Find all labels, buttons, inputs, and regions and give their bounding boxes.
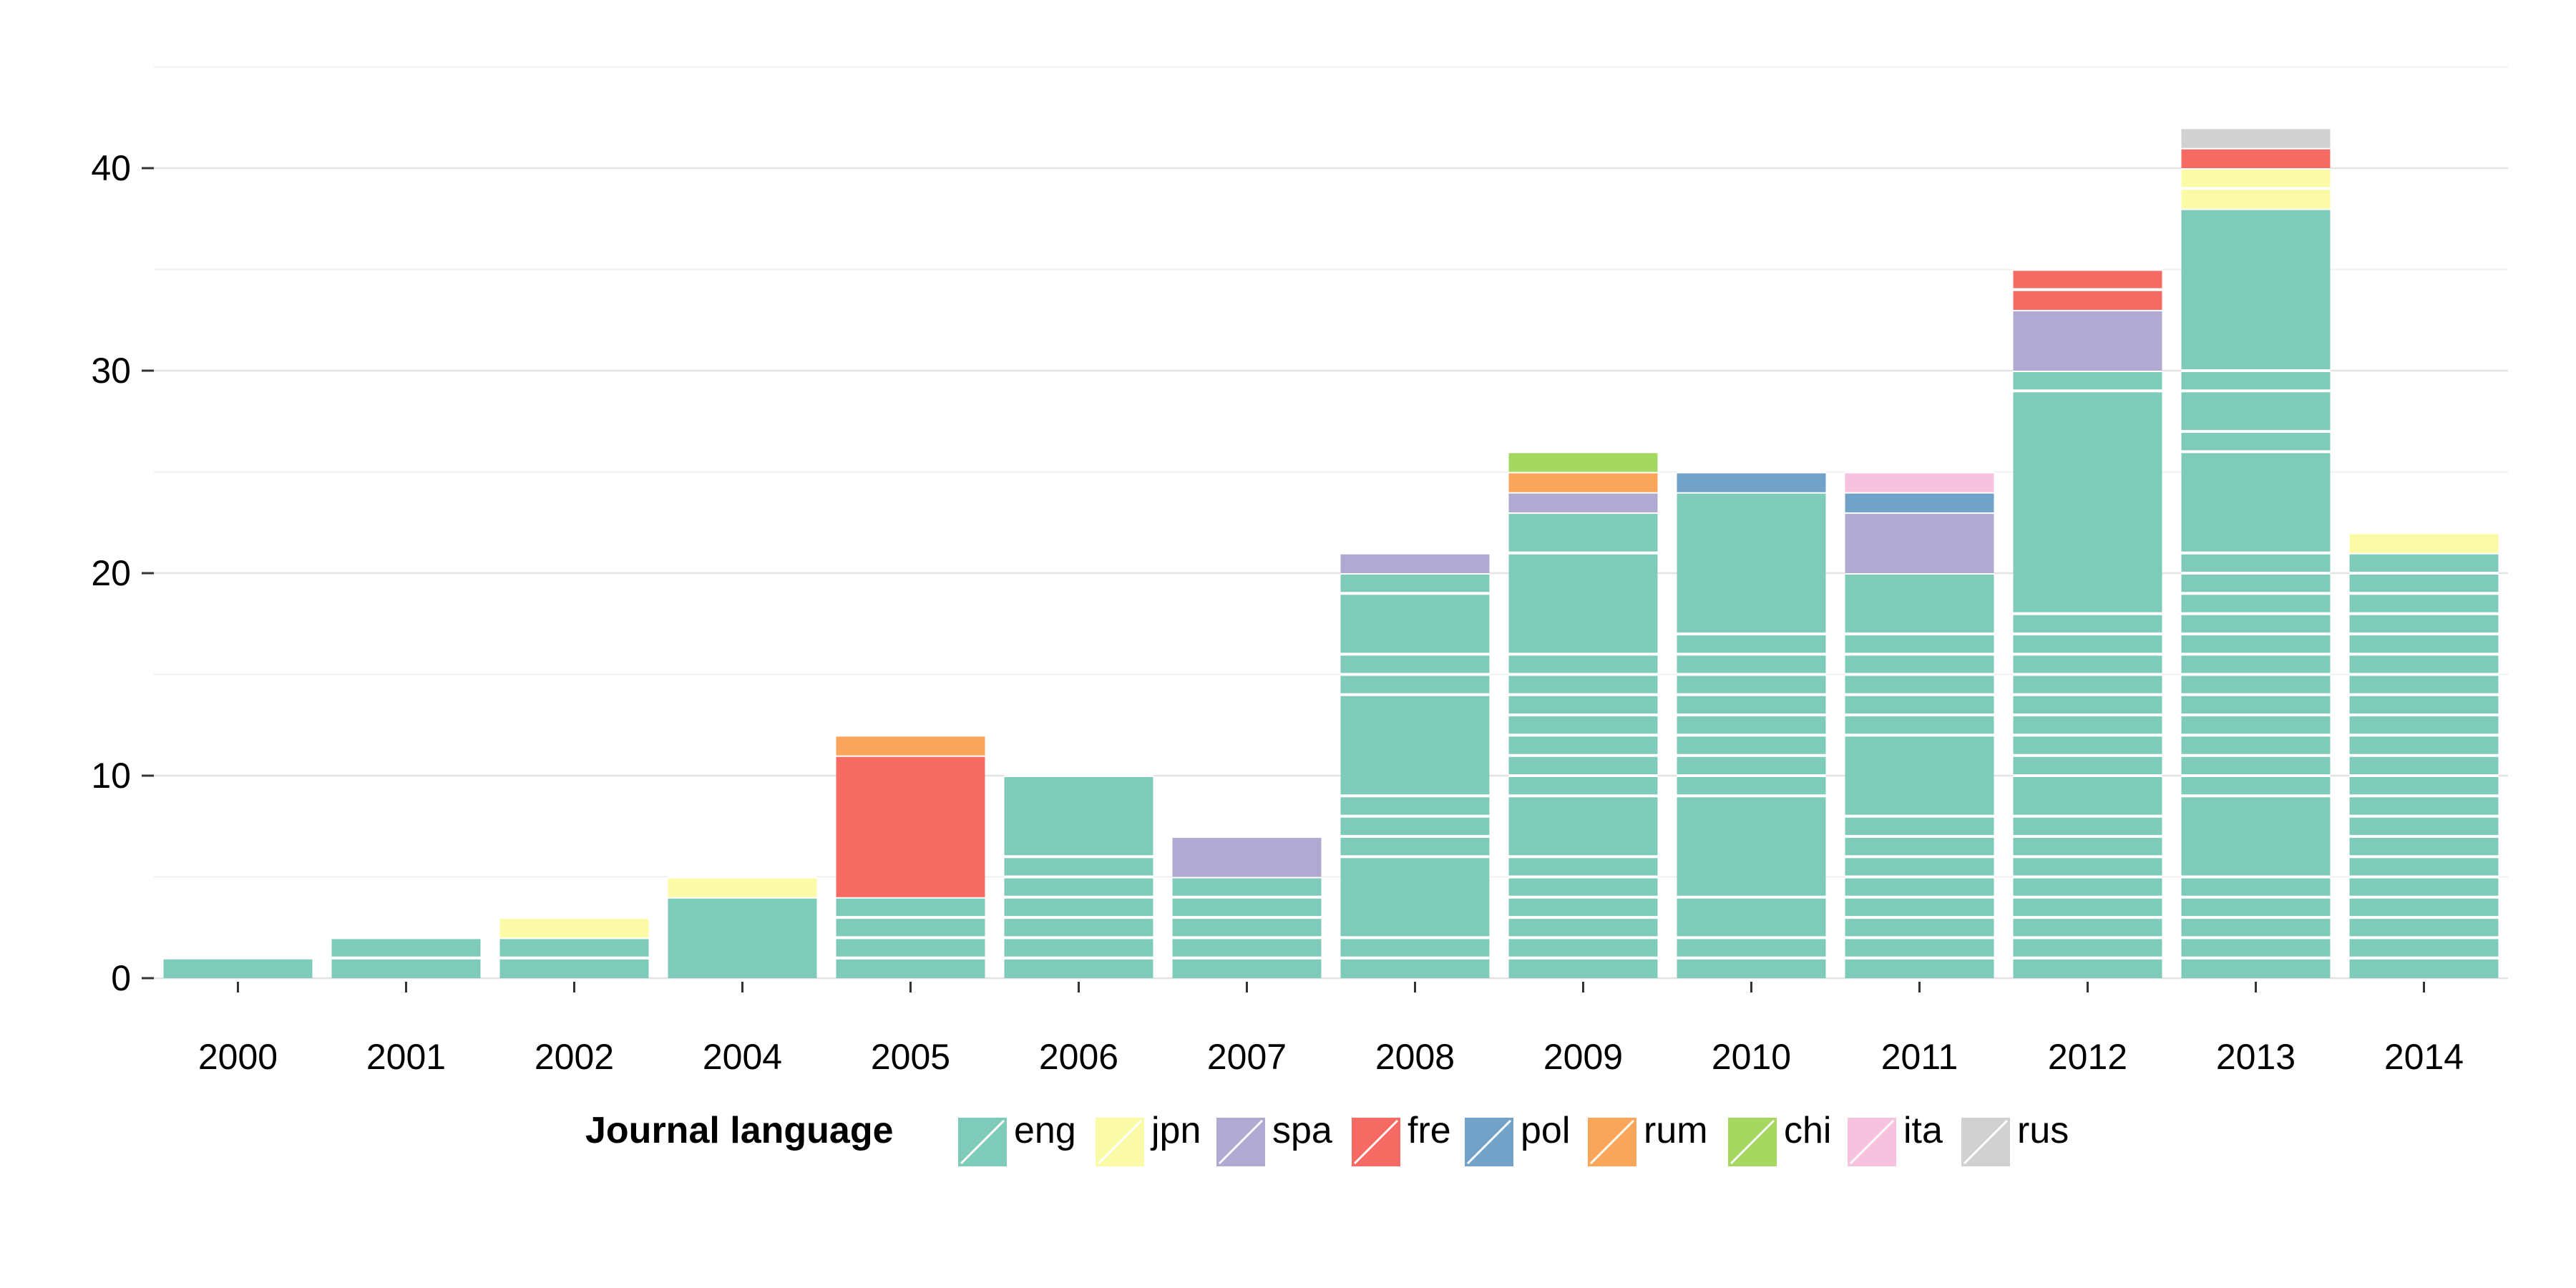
legend-key-slash — [1729, 1119, 1775, 1165]
x-tick-label: 2012 — [2048, 1037, 2127, 1077]
legend-title: Journal language — [585, 1110, 894, 1151]
y-tick-label: 0 — [111, 958, 131, 998]
legend-item-fre: fre — [1352, 1110, 1451, 1166]
legend-key-slash — [1466, 1119, 1512, 1165]
legend-item-rus: rus — [1961, 1110, 2069, 1166]
bar-2000-eng — [163, 957, 313, 978]
bar-2009-chi — [1508, 452, 1658, 472]
legend-item-eng: eng — [958, 1110, 1076, 1166]
x-tick-label: 2009 — [1543, 1037, 1623, 1077]
x-tick-label: 2010 — [1712, 1037, 1791, 1077]
legend-key-slash — [1849, 1119, 1895, 1165]
y-tick-label: 10 — [91, 756, 131, 796]
bar-2014-jpn — [2349, 532, 2499, 553]
x-tick-label: 2005 — [871, 1037, 950, 1077]
bar-2012-spa — [2013, 310, 2162, 371]
y-tick-label: 20 — [91, 553, 131, 593]
x-tick-label: 2006 — [1039, 1037, 1118, 1077]
legend-item-chi: chi — [1728, 1110, 1831, 1166]
grid-layer — [154, 66, 2508, 980]
legend-key-slash — [1097, 1119, 1143, 1165]
legend-key-slash — [960, 1119, 1005, 1165]
bars-layer — [163, 126, 2499, 979]
x-tick-label: 2004 — [703, 1037, 782, 1077]
x-tick-label: 2001 — [366, 1037, 446, 1077]
bar-2011-ita — [1845, 472, 1994, 492]
legend-item-jpn: jpn — [1096, 1110, 1201, 1166]
legend-label-chi: chi — [1784, 1110, 1831, 1151]
x-tick-label: 2013 — [2216, 1037, 2296, 1077]
bar-2002-jpn — [499, 917, 649, 938]
legend-item-rum: rum — [1588, 1110, 1708, 1166]
legend-key-slash — [1218, 1119, 1264, 1165]
legend-key-slash — [1963, 1119, 2009, 1165]
legend-label-eng: eng — [1014, 1110, 1076, 1151]
legend-label-fre: fre — [1407, 1110, 1451, 1151]
legend-item-pol: pol — [1465, 1110, 1570, 1166]
bar-2008-eng — [1340, 573, 1490, 978]
bar-2009-rum — [1508, 472, 1658, 492]
legend-label-ita: ita — [1903, 1110, 1943, 1151]
legend-label-spa: spa — [1272, 1110, 1332, 1151]
bar-2007-eng — [1172, 877, 1322, 978]
y-tick-label: 30 — [91, 351, 131, 391]
bar-2005-fre — [836, 755, 985, 897]
legend-label-rus: rus — [2017, 1110, 2069, 1151]
bar-2008-spa — [1340, 552, 1490, 573]
x-tick-label: 2011 — [1881, 1037, 1958, 1077]
legend: Journal language eng jpn spa fre pol rum chi ita… — [585, 1110, 2069, 1166]
bar-2004-eng — [668, 897, 817, 978]
bar-2013-rus — [2181, 127, 2331, 148]
bar-2005-rum — [836, 735, 985, 756]
legend-label-jpn: jpn — [1150, 1110, 1201, 1151]
x-tick-label: 2008 — [1375, 1037, 1455, 1077]
bar-2013-fre — [2181, 147, 2331, 168]
x-tick-label: 2007 — [1207, 1037, 1287, 1077]
legend-key-slash — [1353, 1119, 1399, 1165]
legend-item-spa: spa — [1216, 1110, 1332, 1166]
bar-2011-eng — [1845, 573, 1994, 978]
bar-2014-eng — [2349, 552, 2499, 978]
y-tick-label: 40 — [91, 148, 131, 188]
legend-item-ita: ita — [1848, 1110, 1943, 1166]
bar-2009-eng — [1508, 512, 1658, 978]
legend-label-pol: pol — [1521, 1110, 1570, 1151]
bar-2011-pol — [1845, 492, 1994, 513]
x-tick-label: 2002 — [535, 1037, 614, 1077]
bar-2009-spa — [1508, 492, 1658, 513]
bar-2004-jpn — [668, 877, 817, 897]
bar-2011-spa — [1845, 512, 1994, 573]
legend-label-rum: rum — [1644, 1110, 1708, 1151]
x-tick-label: 2014 — [2384, 1037, 2464, 1077]
bar-2007-spa — [1172, 836, 1322, 877]
x-tick-label: 2000 — [198, 1037, 278, 1077]
axis-layer: 0 10 20 30 40 2000 2001 2002 2004 2005 2006 2007 200… — [91, 148, 2464, 1077]
legend-key-slash — [1589, 1119, 1635, 1165]
bar-2010-pol — [1677, 472, 1826, 492]
